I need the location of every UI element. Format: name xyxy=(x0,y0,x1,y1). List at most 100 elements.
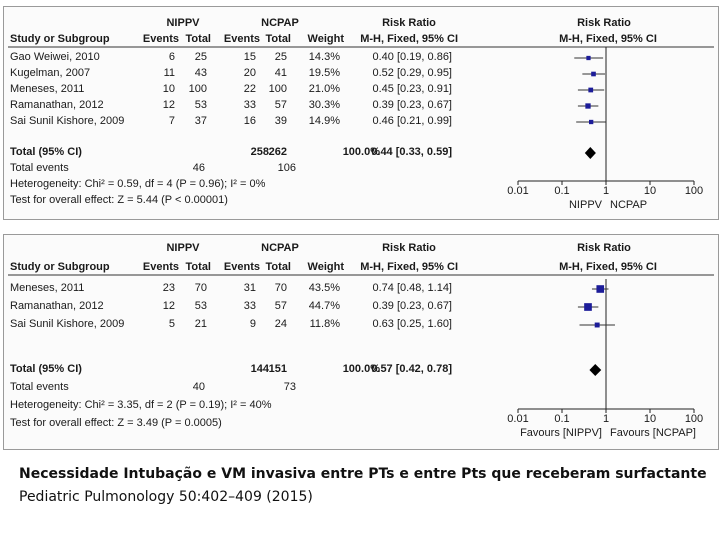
ci-cell: 0.52 [0.29, 0.95] xyxy=(372,67,452,79)
events1-cell: 12 xyxy=(162,99,175,111)
total-ci: 0.44 [0.33, 0.59] xyxy=(371,146,452,158)
x-tick-label: 10 xyxy=(643,413,657,425)
study-marker xyxy=(589,119,594,125)
risk-ratio-header: Risk Ratio xyxy=(382,17,436,29)
events1-cell: 11 xyxy=(163,67,175,79)
events2-cell: 33 xyxy=(243,99,256,111)
events1-cell: 23 xyxy=(162,282,175,294)
weight-cell: 21.0% xyxy=(308,83,340,95)
risk-ratio-plot-header: Risk Ratio xyxy=(577,17,631,29)
caption-title: Necessidade Intubação e VM invasiva entr… xyxy=(19,466,707,482)
events1-header: Events xyxy=(142,261,179,273)
favours-left-label: Favours [NIPPV] xyxy=(520,427,602,439)
ci-cell: 0.45 [0.23, 0.91] xyxy=(372,83,452,95)
events2-cell: 20 xyxy=(243,67,256,79)
favours-right-label: Favours [NCPAP] xyxy=(610,427,696,439)
events1-cell: 5 xyxy=(168,318,175,330)
group1-header: NIPPV xyxy=(166,17,200,29)
events2-cell: 31 xyxy=(243,282,256,294)
forest-plot-subgroup: NIPPV NCPAP Risk Ratio Risk Ratio Study or S… xyxy=(3,234,719,450)
forest-svg xyxy=(8,274,714,413)
total-weight: 100.0% xyxy=(342,363,380,375)
risk-ratio-plot-header: Risk Ratio xyxy=(577,242,631,254)
x-tick-label: 0.1 xyxy=(554,413,570,425)
study-marker xyxy=(588,87,594,93)
total2-cell: 70 xyxy=(274,282,287,294)
x-tick-label: 0.01 xyxy=(507,185,529,197)
study-name: Sai Sunil Kishore, 2009 xyxy=(10,115,125,127)
study-marker xyxy=(594,322,600,328)
events2-cell: 33 xyxy=(243,300,256,312)
study-marker xyxy=(584,303,592,311)
total-events-label: Total events xyxy=(10,381,69,393)
weight-cell: 19.5% xyxy=(308,67,340,79)
events2-header: Events xyxy=(223,33,260,45)
weight-cell: 14.9% xyxy=(308,115,340,127)
overall-effect-text: Test for overall effect: Z = 3.49 (P = 0… xyxy=(10,417,222,429)
ci-cell: 0.39 [0.23, 0.67] xyxy=(372,99,452,111)
x-tick-label: 100 xyxy=(684,185,704,197)
total-events1: 46 xyxy=(192,162,205,174)
total1-cell: 37 xyxy=(194,115,207,127)
heterogeneity-text: Heterogeneity: Chi² = 0.59, df = 4 (P = … xyxy=(10,178,266,190)
group1-header: NIPPV xyxy=(166,242,200,254)
total2-header: Total xyxy=(265,261,291,273)
pooled-estimate-diamond xyxy=(589,364,602,376)
study-column-header: Study or Subgroup xyxy=(10,261,110,273)
overall-effect-text: Test for overall effect: Z = 5.44 (P < 0… xyxy=(10,194,228,206)
events1-cell: 10 xyxy=(162,83,175,95)
total2-cell: 24 xyxy=(274,318,287,330)
total1-header: Total xyxy=(185,33,211,45)
total-events-label: Total events xyxy=(10,162,69,174)
events1-cell: 12 xyxy=(162,300,175,312)
ci-cell: 0.40 [0.19, 0.86] xyxy=(372,51,452,63)
total1-cell: 25 xyxy=(194,51,207,63)
total-label: Total (95% CI) xyxy=(10,363,82,375)
group2-header: NCPAP xyxy=(261,242,299,254)
events2-cell: 22 xyxy=(243,83,256,95)
ci-cell: 0.39 [0.23, 0.67] xyxy=(372,300,452,312)
weight-header: Weight xyxy=(307,261,344,273)
total1-cell: 70 xyxy=(194,282,207,294)
total-events1: 40 xyxy=(192,381,205,393)
weight-cell: 44.7% xyxy=(308,300,340,312)
study-name: Sai Sunil Kishore, 2009 xyxy=(10,318,125,330)
total2-sum: 151 xyxy=(268,363,287,375)
study-marker xyxy=(585,103,591,109)
x-tick-label: 0.1 xyxy=(554,185,570,197)
study-marker xyxy=(591,71,596,77)
total2-cell: 41 xyxy=(274,67,287,79)
total2-cell: 57 xyxy=(274,99,287,111)
method-plot-header: M-H, Fixed, 95% CI xyxy=(559,261,657,273)
study-marker xyxy=(596,285,605,293)
x-tick-label: 1 xyxy=(602,185,610,197)
events1-header: Events xyxy=(142,33,179,45)
favours-right-label: NCPAP xyxy=(610,199,648,211)
weight-cell: 14.3% xyxy=(308,51,340,63)
study-column-header: Study or Subgroup xyxy=(10,33,110,45)
events1-cell: 7 xyxy=(168,115,175,127)
method-header: M-H, Fixed, 95% CI xyxy=(360,33,458,45)
total1-cell: 53 xyxy=(194,300,207,312)
x-tick-label: 0.01 xyxy=(507,413,529,425)
risk-ratio-header: Risk Ratio xyxy=(382,242,436,254)
events2-cell: 15 xyxy=(243,51,256,63)
study-name: Kugelman, 2007 xyxy=(10,67,91,79)
events1-cell: 6 xyxy=(168,51,175,63)
total2-header: Total xyxy=(265,33,291,45)
method-plot-header: M-H, Fixed, 95% CI xyxy=(559,33,657,45)
total2-cell: 57 xyxy=(274,300,287,312)
total2-cell: 100 xyxy=(268,83,287,95)
total1-cell: 100 xyxy=(188,83,207,95)
total-ci: 0.57 [0.42, 0.78] xyxy=(371,363,452,375)
total1-cell: 21 xyxy=(194,318,207,330)
total-weight: 100.0% xyxy=(342,146,380,158)
weight-cell: 43.5% xyxy=(308,282,340,294)
study-name: Ramanathan, 2012 xyxy=(10,99,104,111)
caption-citation: Pediatric Pulmonology 50:402–409 (2015) xyxy=(19,489,313,505)
study-name: Meneses, 2011 xyxy=(10,282,85,294)
weight-header: Weight xyxy=(307,33,344,45)
x-tick-label: 100 xyxy=(684,413,704,425)
forest-plot-all-studies: NIPPV NCPAP Risk Ratio Risk Ratio Study or S… xyxy=(3,6,719,220)
weight-cell: 11.8% xyxy=(309,318,340,330)
